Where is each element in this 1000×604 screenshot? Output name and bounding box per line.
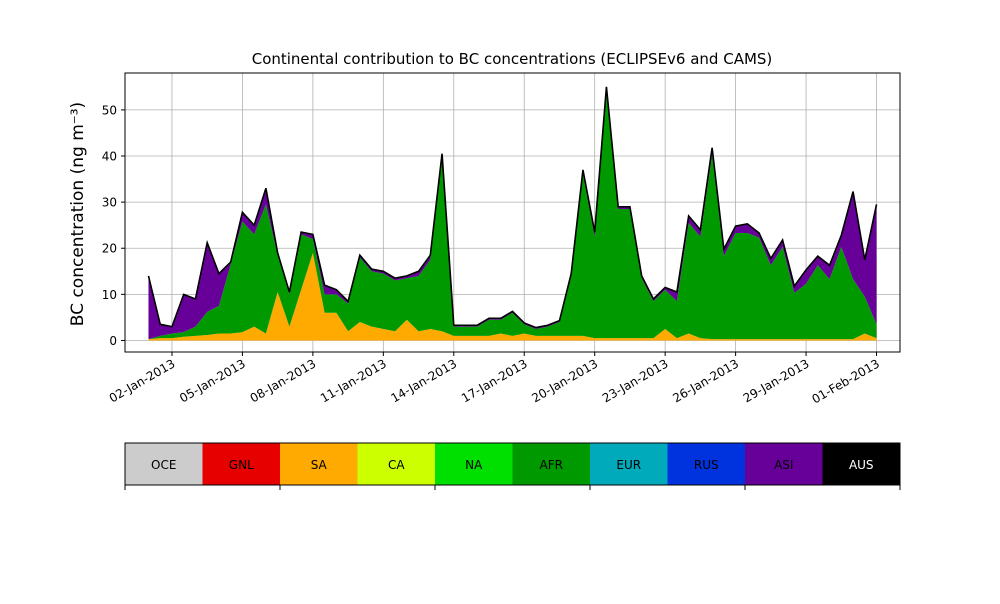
y-tick-label: 10 [102, 288, 117, 302]
y-tick-label: 50 [102, 103, 117, 117]
legend-swatch-afr [512, 443, 590, 485]
legend-label-rus: RUS [694, 458, 719, 472]
legend-label-afr: AFR [540, 458, 563, 472]
y-tick-label: 30 [102, 196, 117, 210]
plot-frame [124, 72, 901, 353]
chart-title: Continental contribution to BC concentra… [252, 50, 773, 68]
total-line [147, 86, 878, 329]
legend-frame [124, 442, 901, 486]
legend-label-gnl: GNL [229, 458, 254, 472]
area-afr [148, 89, 877, 340]
legend-swatch-sa [280, 443, 358, 485]
legend-label-oce: OCE [151, 458, 176, 472]
legend-swatch-rus [667, 443, 745, 485]
legend-label-ca: CA [388, 458, 405, 472]
legend-swatch-aus [822, 443, 900, 485]
y-axis-label: BC concentration (ng m⁻³) [68, 102, 88, 326]
legend-label-eur: EUR [616, 458, 641, 472]
stacked-areas [148, 86, 877, 341]
legend-swatch-asi [745, 443, 823, 485]
legend-label-na: NA [465, 458, 483, 472]
y-tick-label: 0 [109, 334, 117, 348]
y-tick-label: 20 [102, 242, 117, 256]
legend-swatch-ca [357, 443, 435, 485]
legend-swatch-eur [590, 443, 668, 485]
legend-label-aus: AUS [849, 458, 874, 472]
y-axis-ticks: 0 10 20 30 40 50 [102, 103, 125, 348]
legend-swatch-gnl [202, 443, 280, 485]
legend-label-sa: SA [311, 458, 328, 472]
y-tick-label: 40 [102, 150, 117, 164]
legend-label-asi: ASI [774, 458, 793, 472]
legend-swatch-na [435, 443, 513, 485]
total-outline [147, 86, 878, 329]
region-colorbar-legend: OCE GNL SA CA NA AFR EUR RUS ASI AUS [124, 442, 901, 490]
area-sa [148, 252, 877, 341]
legend-swatch-oce [125, 443, 203, 485]
